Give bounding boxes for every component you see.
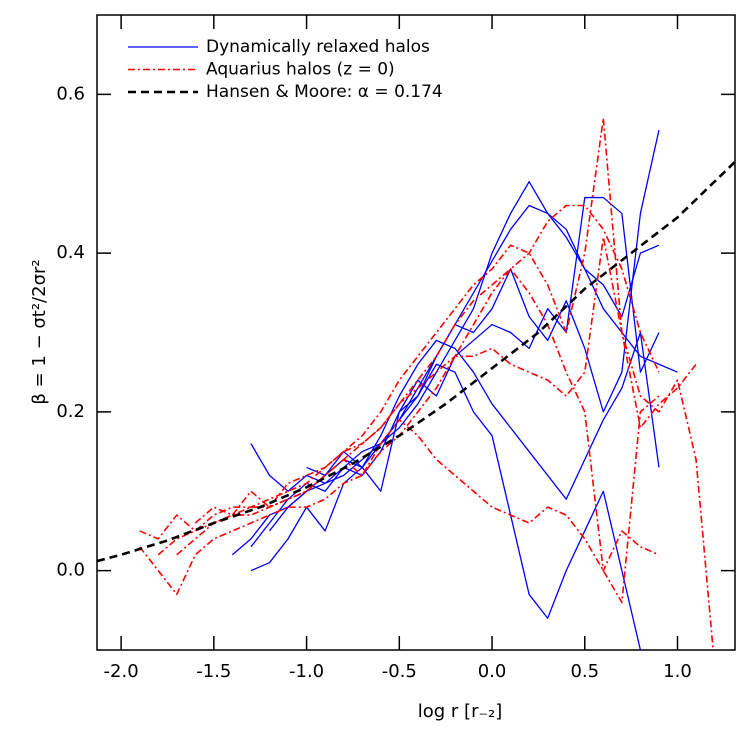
- series-line: [250, 196, 660, 492]
- x-tick-label: -1.0: [289, 661, 324, 682]
- y-tick-label: 0.4: [56, 242, 85, 263]
- legend-label: Dynamically relaxed halos: [206, 37, 430, 57]
- y-axis-label: β = 1 − σt²/2σr²: [29, 259, 50, 404]
- x-tick-label: -0.5: [382, 661, 417, 682]
- x-axis-label: log r [r₋₂]: [418, 701, 502, 722]
- data-layer: [97, 117, 735, 650]
- series-line: [194, 268, 660, 572]
- series-line: [97, 160, 735, 563]
- plot-frame: [96, 14, 736, 651]
- y-tick-label: 0.6: [56, 83, 85, 104]
- x-tick-label: -1.5: [196, 661, 231, 682]
- series-line: [306, 331, 660, 500]
- y-tick-label: 0.0: [56, 560, 85, 581]
- x-tick-label: 0.0: [478, 661, 507, 682]
- x-tick-label: 1.0: [663, 661, 692, 682]
- series-line: [250, 181, 660, 548]
- x-tick-label: 0.5: [570, 661, 599, 682]
- series-line: [231, 204, 678, 556]
- legend-label: Hansen & Moore: α = 0.174: [206, 82, 443, 102]
- series-line: [157, 117, 714, 650]
- legend-label: Aquarius halos (z = 0): [206, 60, 395, 80]
- series-line: [268, 363, 642, 650]
- y-tick-label: 0.2: [56, 401, 85, 422]
- x-tick-label: -2.0: [104, 661, 139, 682]
